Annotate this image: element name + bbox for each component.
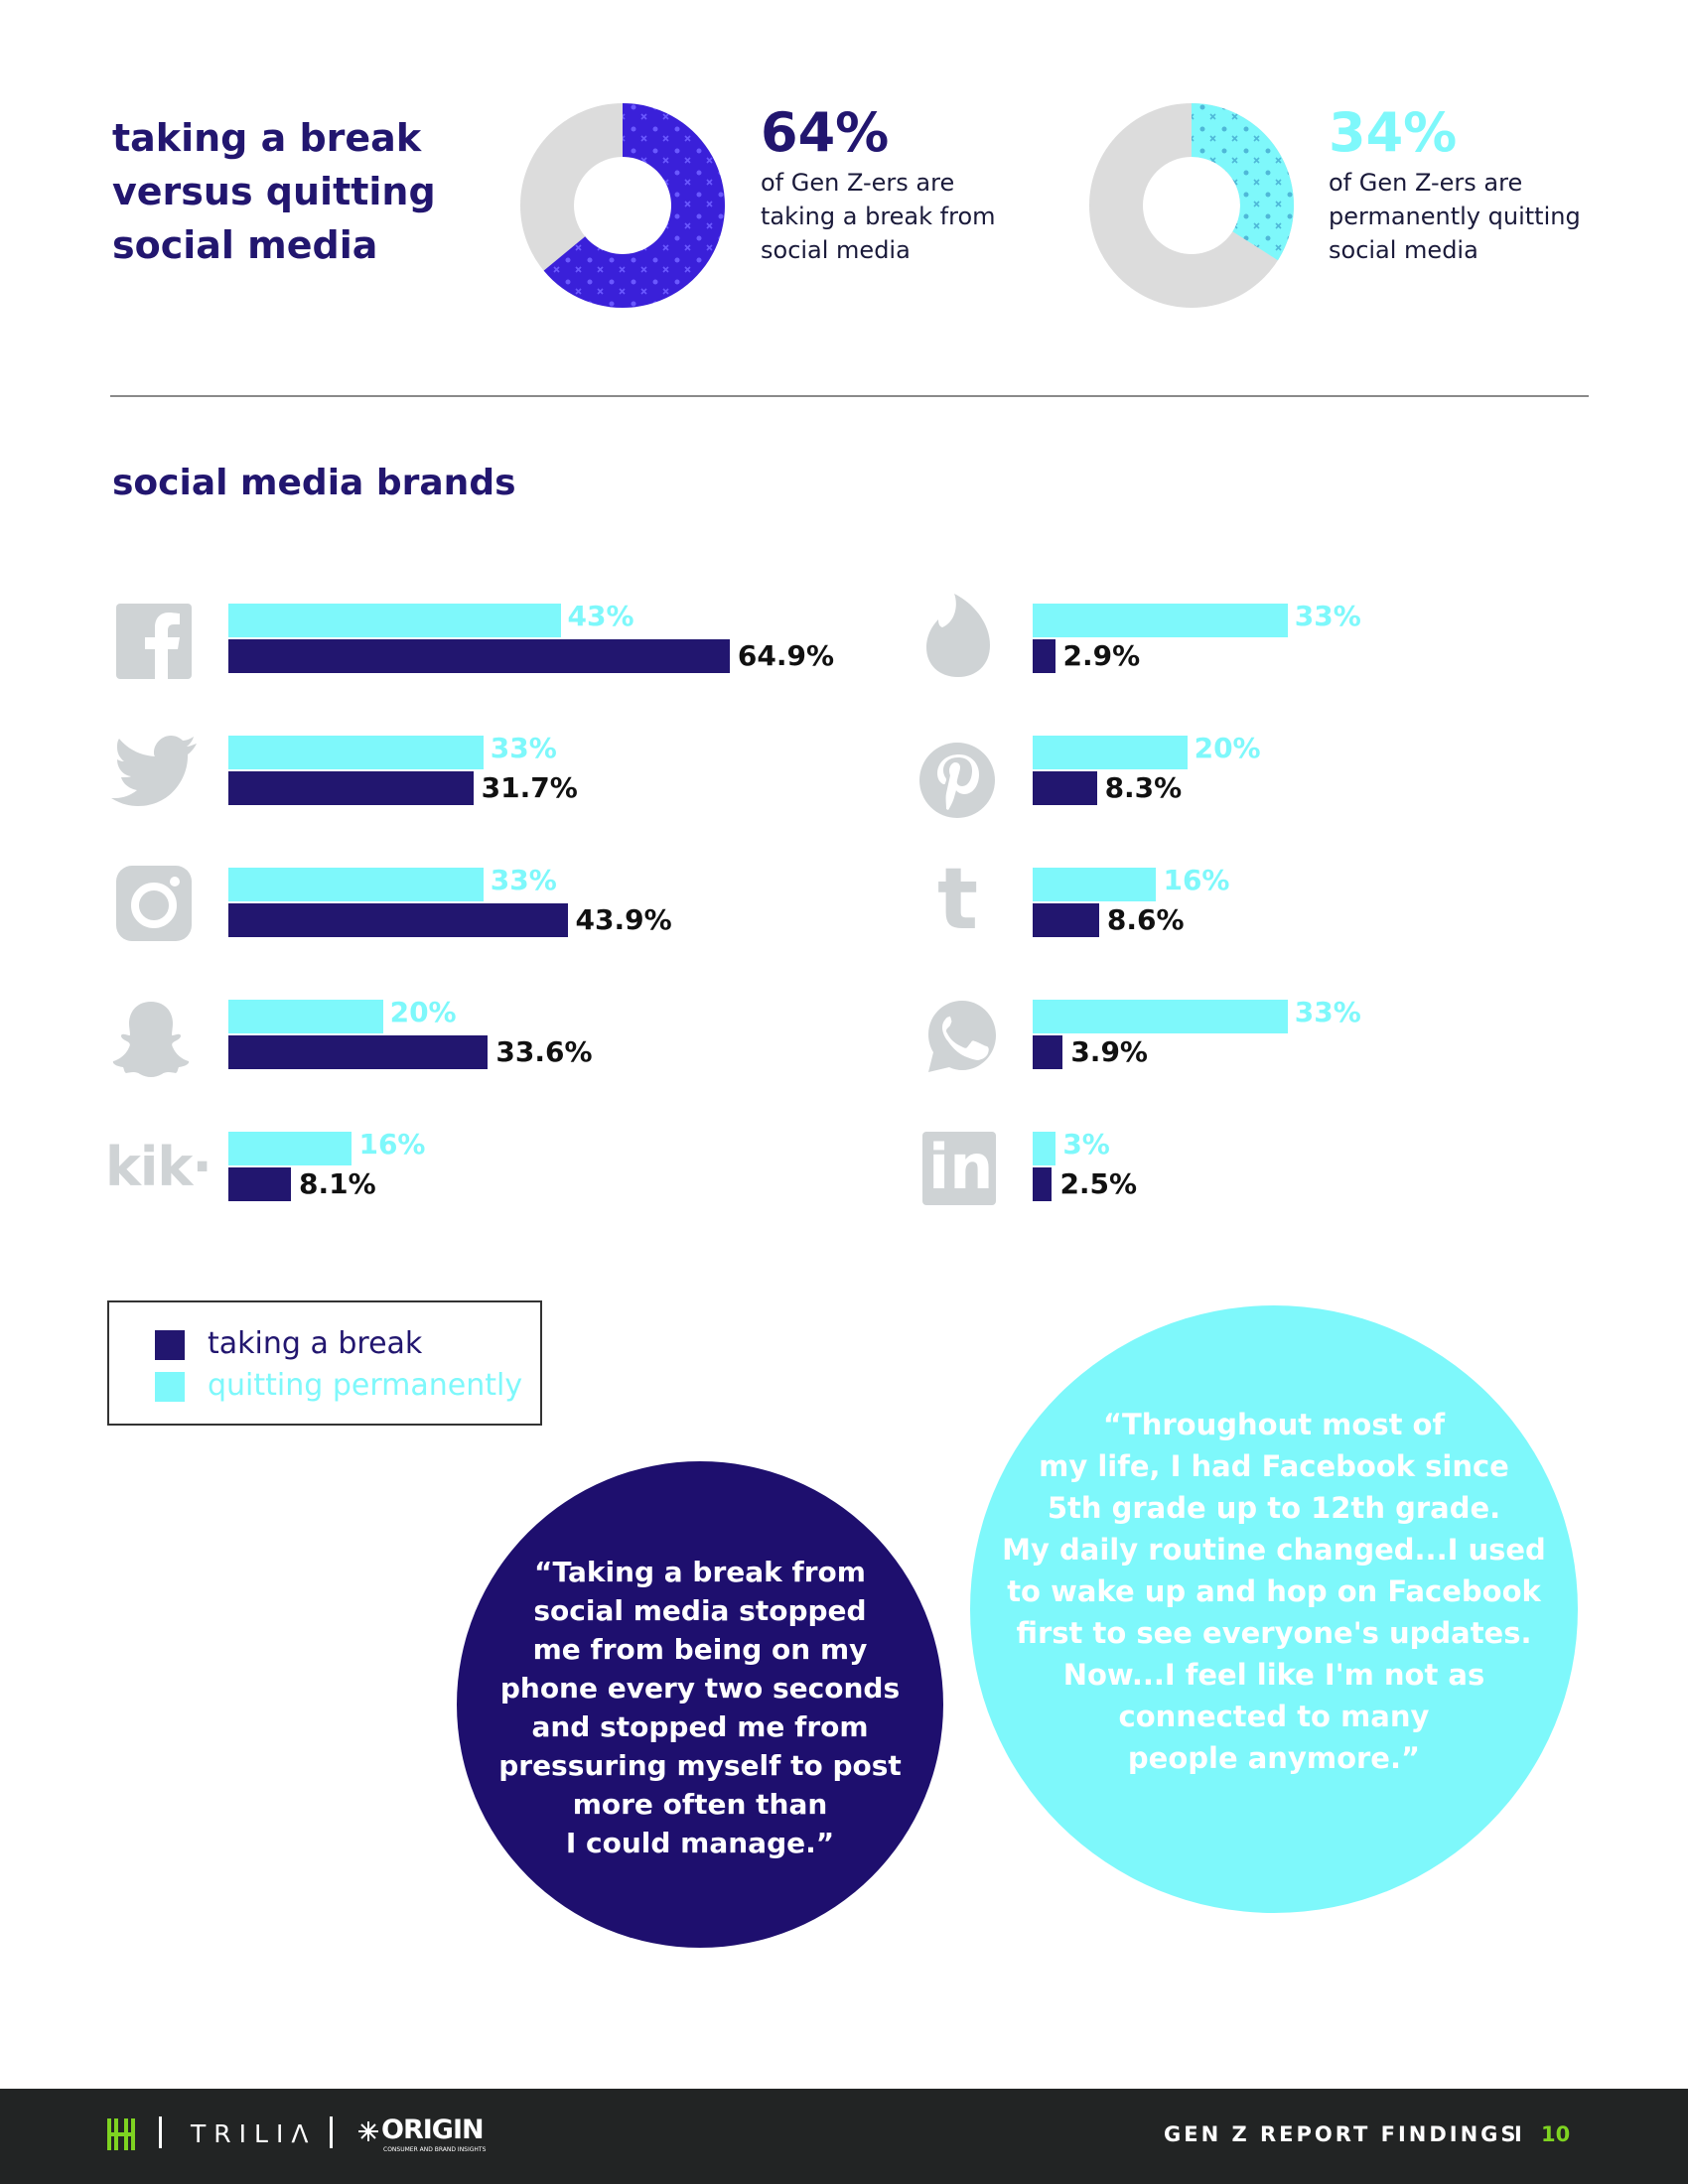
bar-label-break-linkedin: 2.5% xyxy=(1059,1167,1138,1200)
quote-bubble-dark: “Taking a break from social media stoppe… xyxy=(457,1461,943,1948)
bar-label-break-tinder: 2.9% xyxy=(1062,639,1141,672)
hh-logo-icon xyxy=(107,2118,135,2150)
twitter-icon xyxy=(111,736,197,806)
bar-break-tumblr xyxy=(1033,903,1099,937)
bar-label-quit-tumblr: 16% xyxy=(1163,864,1230,896)
bar-label-quit-twitter: 33% xyxy=(490,732,557,764)
linkedin-icon: in xyxy=(922,1131,996,1205)
break-percent: 64% xyxy=(761,101,890,164)
page-number: 10 xyxy=(1541,2122,1571,2146)
description-line: permanently quitting xyxy=(1329,203,1581,230)
legend-label-quit: quitting permanently xyxy=(208,1368,523,1403)
footer-divider xyxy=(330,2116,333,2148)
bar-quit-kik xyxy=(228,1132,352,1165)
bar-quit-twitter xyxy=(228,736,484,769)
quote-text: “Throughout most of my life, I had Faceb… xyxy=(1002,1408,1546,1775)
description-line: of Gen Z-ers are xyxy=(761,169,955,197)
trilia-logo: TRILIΛ xyxy=(191,2119,317,2148)
section-title: taking a break versus quitting social me… xyxy=(112,111,490,272)
donut-slice-quit xyxy=(1192,103,1294,261)
brands-title: social media brands xyxy=(112,463,516,503)
bar-quit-facebook xyxy=(228,604,561,637)
report-title: GEN Z REPORT FINDINGS xyxy=(1164,2122,1519,2146)
page-footer: TRILIΛ ORIGIN CONSUMER AND BRAND INSIGHT… xyxy=(0,2089,1688,2184)
bar-label-break-snapchat: 33.6% xyxy=(495,1035,593,1068)
origin-sunburst-icon xyxy=(358,2121,378,2141)
bar-break-pinterest xyxy=(1033,771,1097,805)
bar-label-quit-tinder: 33% xyxy=(1294,600,1361,632)
bar-break-kik xyxy=(228,1167,292,1201)
linkedin-icon-glyph: in xyxy=(928,1131,994,1203)
bar-break-twitter xyxy=(228,771,474,805)
bar-quit-tinder xyxy=(1033,604,1288,637)
bar-break-whatsapp xyxy=(1033,1035,1063,1069)
bar-quit-instagram xyxy=(228,868,484,901)
donut-chart-quit xyxy=(1089,103,1294,308)
bar-quit-tumblr xyxy=(1033,868,1157,901)
bar-quit-linkedin xyxy=(1033,1132,1056,1165)
bar-label-break-whatsapp: 3.9% xyxy=(1070,1035,1148,1068)
description-line: of Gen Z-ers are xyxy=(1329,169,1523,197)
bar-label-break-kik: 8.1% xyxy=(299,1167,376,1200)
chart-legend: taking a break quitting permanently xyxy=(107,1300,542,1426)
quit-percent: 34% xyxy=(1329,101,1458,164)
donut-chart-break xyxy=(520,103,725,309)
bar-quit-pinterest xyxy=(1033,736,1188,769)
kik-icon: kik· xyxy=(105,1136,212,1198)
bar-label-quit-kik: 16% xyxy=(358,1128,426,1160)
bar-label-break-instagram: 43.9% xyxy=(575,903,672,936)
quote-bubble-light: “Throughout most of my life, I had Faceb… xyxy=(970,1305,1578,1913)
tinder-icon xyxy=(926,594,990,677)
quote-text: “Taking a break from social media stoppe… xyxy=(498,1556,902,1859)
bar-label-quit-whatsapp: 33% xyxy=(1294,996,1361,1028)
description-line: social media xyxy=(1329,236,1478,264)
bar-label-quit-facebook: 43% xyxy=(567,600,634,632)
description-line: social media xyxy=(761,236,911,264)
bar-break-tinder xyxy=(1033,639,1055,673)
bar-break-facebook xyxy=(228,639,730,673)
bar-label-break-facebook: 64.9% xyxy=(737,639,835,672)
bar-label-quit-pinterest: 20% xyxy=(1194,732,1261,764)
section-title-line: taking a break xyxy=(112,116,422,160)
bar-break-linkedin xyxy=(1033,1167,1053,1201)
origin-logo: ORIGIN xyxy=(381,2115,485,2145)
snapchat-icon xyxy=(112,1002,190,1077)
footer-divider xyxy=(159,2116,162,2148)
donut-slice-break xyxy=(543,103,725,309)
legend-swatch-quit xyxy=(155,1372,185,1402)
bar-label-quit-linkedin: 3% xyxy=(1062,1128,1110,1160)
bar-chart: 43% 64.9% 33% 31.7% 33% 43.9% 20% 33.6% 16% 8.1% 3… xyxy=(228,600,1361,1201)
section-title-line: social media xyxy=(112,223,378,267)
bar-break-snapchat xyxy=(228,1035,489,1069)
whatsapp-icon xyxy=(928,1001,996,1072)
bar-label-quit-instagram: 33% xyxy=(490,864,557,896)
origin-logo-subtitle: CONSUMER AND BRAND INSIGHTS xyxy=(383,2146,487,2153)
bar-label-break-tumblr: 8.6% xyxy=(1106,903,1185,936)
quit-description: of Gen Z-ers are permanently quitting so… xyxy=(1329,166,1587,267)
bar-quit-snapchat xyxy=(228,1000,383,1033)
footer-separator: I xyxy=(1514,2122,1522,2146)
section-divider xyxy=(110,395,1589,397)
facebook-icon xyxy=(116,604,192,679)
pinterest-icon xyxy=(919,743,995,818)
legend-swatch-break xyxy=(155,1330,185,1360)
legend-label-break: taking a break xyxy=(208,1326,423,1361)
bar-label-break-twitter: 31.7% xyxy=(481,771,578,804)
bar-label-quit-snapchat: 20% xyxy=(389,996,457,1028)
instagram-icon xyxy=(116,866,192,941)
bar-break-instagram xyxy=(228,903,568,937)
bar-label-break-pinterest: 8.3% xyxy=(1104,771,1183,804)
description-line: taking a break from xyxy=(761,203,996,230)
section-title-line: versus quitting xyxy=(112,170,436,213)
break-description: of Gen Z-ers are taking a break from soc… xyxy=(761,166,1019,267)
tumblr-icon: t xyxy=(937,850,979,949)
bar-quit-whatsapp xyxy=(1033,1000,1288,1033)
